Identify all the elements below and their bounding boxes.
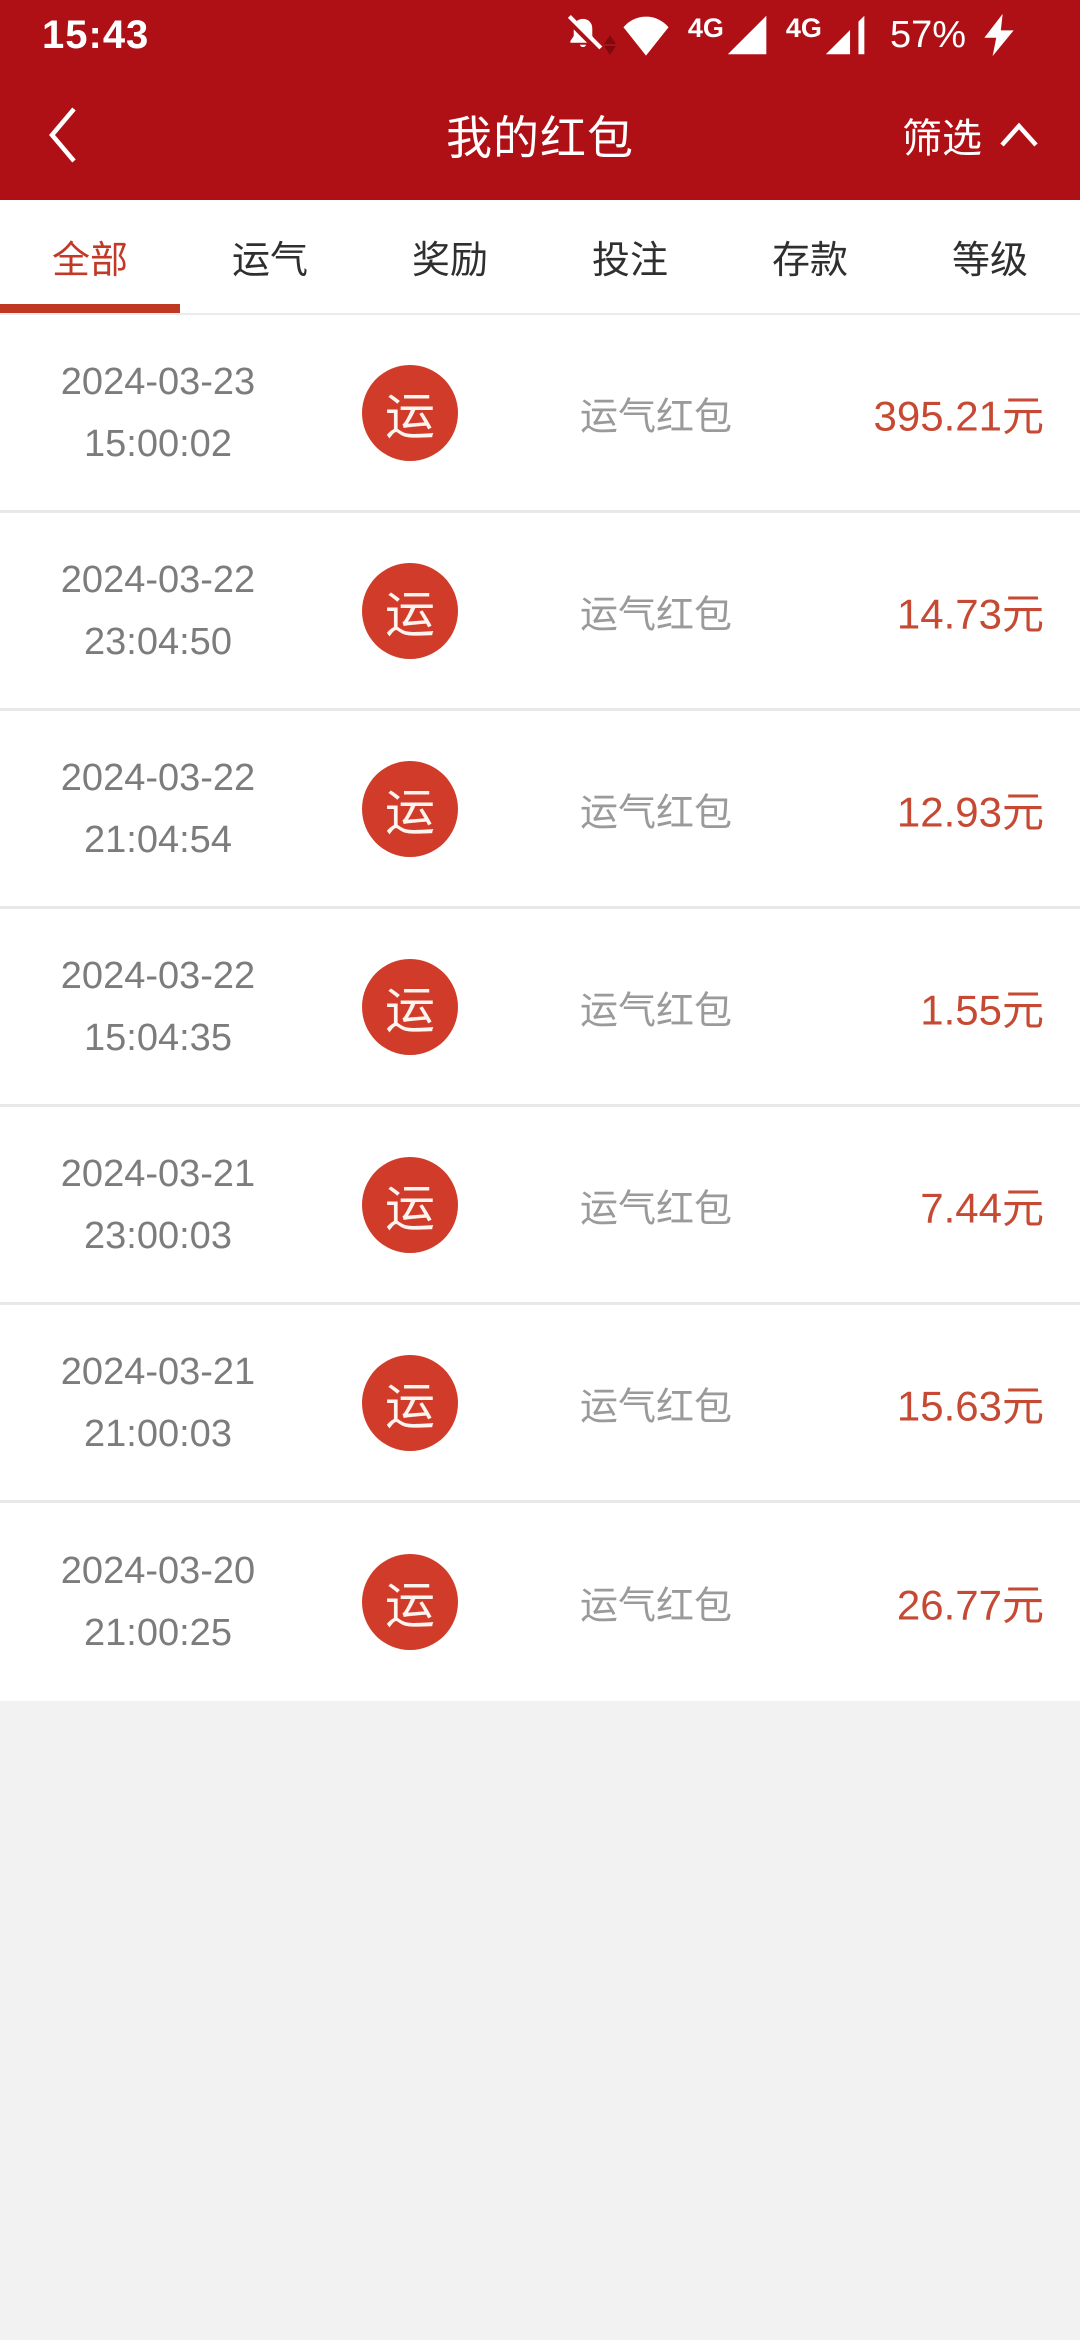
redpacket-list-item[interactable]: 2024-03-21 21:00:03 运 运气红包 15.63元	[0, 1305, 1080, 1503]
luck-badge-icon: 运	[362, 760, 458, 857]
page-title: 我的红包	[446, 112, 634, 164]
tab-bet[interactable]: 投注	[591, 240, 668, 282]
luck-badge-icon: 运	[362, 1156, 458, 1253]
back-button[interactable]	[44, 103, 84, 167]
luck-badge-icon: 运	[362, 364, 458, 461]
record-time: 21:04:54	[84, 818, 232, 861]
record-time: 15:04:35	[84, 1016, 232, 1059]
record-datetime: 2024-03-22 23:04:50	[28, 549, 288, 673]
record-date: 2024-03-21	[60, 1152, 256, 1195]
record-amount: 395.21元	[873, 392, 1044, 439]
record-type-label: 运气红包	[580, 990, 733, 1032]
tab-all[interactable]: 全部	[51, 240, 128, 282]
record-date: 2024-03-23	[60, 360, 256, 403]
network-activity-arrows	[603, 35, 616, 55]
record-amount: 15.63元	[896, 1382, 1044, 1429]
cellular-4g-secondary-icon: 4G	[786, 13, 868, 57]
record-amount: 1.55元	[920, 986, 1044, 1033]
redpacket-list-item[interactable]: 2024-03-22 15:04:35 运 运气红包 1.55元	[0, 909, 1080, 1107]
luck-badge-icon: 运	[362, 562, 458, 659]
luck-badge-icon: 运	[362, 1354, 458, 1451]
record-date: 2024-03-20	[60, 1550, 256, 1592]
record-datetime: 2024-03-21 23:00:03	[28, 1143, 288, 1267]
record-datetime: 2024-03-22 21:04:54	[28, 747, 288, 871]
record-type-label: 运气红包	[580, 1585, 733, 1628]
tab-level[interactable]: 等级	[951, 240, 1028, 282]
record-type-label: 运气红包	[580, 1188, 733, 1230]
record-date: 2024-03-21	[60, 1350, 256, 1393]
record-datetime: 2024-03-21 21:00:03	[28, 1341, 288, 1465]
record-amount: 26.77元	[896, 1581, 1044, 1629]
status-icons: 4G 4G 57%	[562, 13, 1016, 57]
filter-label: 筛选	[902, 117, 982, 161]
redpacket-list-item[interactable]: 2024-03-22 21:04:54 运 运气红包 12.93元	[0, 711, 1080, 909]
redpacket-list-item[interactable]: 2024-03-22 23:04:50 运 运气红包 14.73元	[0, 513, 1080, 711]
record-date: 2024-03-22	[60, 756, 256, 799]
record-type-label: 运气红包	[580, 396, 733, 438]
back-chevron-icon	[49, 107, 76, 163]
charging-bolt-icon	[984, 13, 1014, 57]
record-amount: 7.44元	[920, 1184, 1044, 1231]
record-date: 2024-03-22	[60, 558, 256, 601]
battery-percentage: 57%	[889, 13, 966, 56]
chevron-up-icon	[1000, 122, 1038, 147]
record-time: 23:00:03	[84, 1214, 232, 1257]
record-amount: 12.93元	[896, 788, 1044, 835]
redpacket-list-item[interactable]: 2024-03-20 21:00:25 运 运气红包 26.77元	[0, 1503, 1080, 1701]
app-header: 我的红包 筛选	[0, 70, 1080, 200]
record-type-label: 运气红包	[580, 594, 733, 636]
record-date: 2024-03-22	[60, 954, 256, 997]
tab-deposit[interactable]: 存款	[771, 240, 848, 282]
record-type-label: 运气红包	[580, 1386, 733, 1428]
clock: 15:43	[42, 12, 150, 57]
notifications-off-icon	[563, 14, 603, 52]
luck-badge-icon: 运	[362, 958, 458, 1055]
wifi-icon	[603, 13, 672, 57]
empty-background	[0, 1701, 1080, 2340]
record-datetime: 2024-03-22 15:04:35	[28, 945, 288, 1069]
record-time: 21:00:03	[84, 1412, 232, 1455]
record-time: 21:00:25	[84, 1612, 232, 1654]
record-time: 15:00:02	[84, 422, 232, 465]
active-tab-underline	[0, 304, 180, 313]
tab-luck[interactable]: 运气	[231, 240, 308, 282]
record-time: 23:04:50	[84, 620, 232, 663]
luck-badge-icon: 运	[362, 1554, 458, 1650]
record-amount: 14.73元	[896, 590, 1044, 637]
record-type-label: 运气红包	[580, 792, 733, 834]
tab-bar: 全部 运气 奖励 投注 存款 等级	[0, 200, 1080, 315]
status-bar: 15:43 4G	[0, 0, 1080, 70]
redpacket-list: 2024-03-23 15:00:02 运 运气红包 395.21元 2024-…	[0, 315, 1080, 1701]
redpacket-list-item[interactable]: 2024-03-21 23:00:03 运 运气红包 7.44元	[0, 1107, 1080, 1305]
record-datetime: 2024-03-23 15:00:02	[28, 351, 288, 475]
record-datetime: 2024-03-20 21:00:25	[28, 1540, 288, 1664]
redpacket-list-item[interactable]: 2024-03-23 15:00:02 运 运气红包 395.21元	[0, 315, 1080, 513]
cellular-4g-primary-icon: 4G	[688, 13, 770, 57]
filter-button[interactable]: 筛选	[902, 106, 1040, 164]
tab-reward[interactable]: 奖励	[411, 240, 488, 282]
